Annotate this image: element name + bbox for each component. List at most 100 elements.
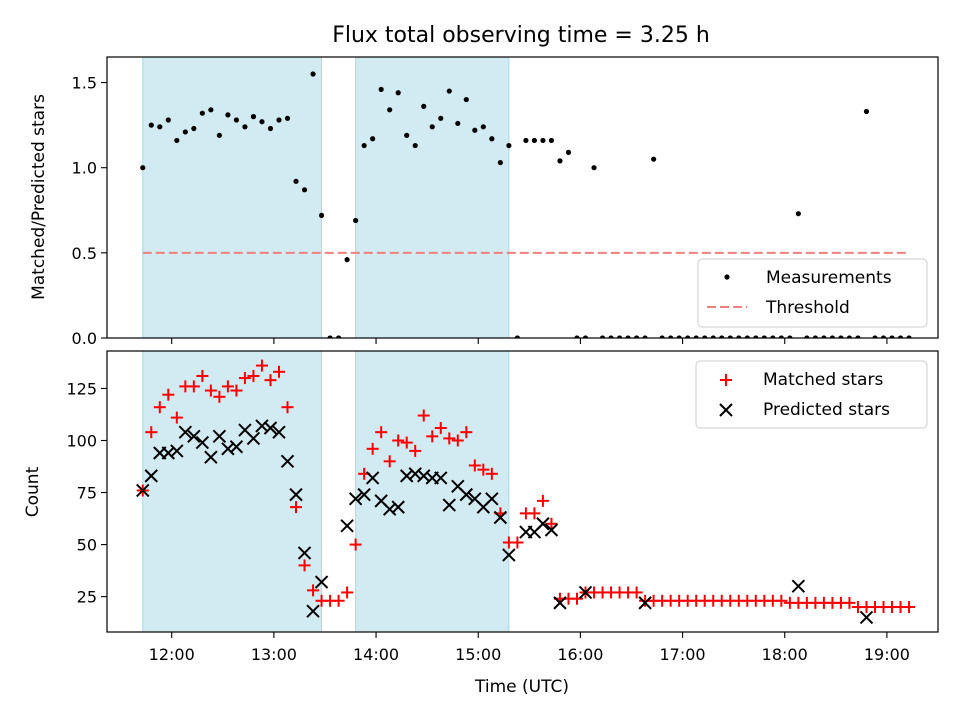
count-xtick-label: 19:00	[864, 645, 910, 664]
legend-measurements-marker	[724, 274, 730, 280]
measurement-point-2	[157, 124, 163, 130]
measurement-point-55	[608, 335, 614, 338]
legend-threshold-label: Threshold	[765, 298, 850, 318]
matched-point-35	[434, 422, 447, 435]
predicted-point-20	[306, 604, 320, 618]
measurement-point-75	[778, 335, 784, 338]
ratio-ytick-label: 0.5	[72, 244, 97, 263]
matched-point-31	[400, 436, 413, 449]
measurement-point-46	[531, 137, 538, 144]
predicted-point-27-b	[382, 502, 397, 516]
measurement-point-38	[463, 96, 469, 103]
measurement-point-21	[318, 212, 325, 218]
matched-point-19	[298, 559, 311, 572]
predicted-point-6-b	[187, 429, 201, 444]
matched-point-38	[460, 426, 473, 439]
predicted-point-50	[859, 610, 874, 625]
measurement-point-54	[599, 335, 606, 338]
shaded-intervals	[142, 350, 510, 633]
predicted-point-19	[297, 546, 312, 560]
measurement-point-56	[616, 335, 623, 338]
ratio-marks	[140, 71, 912, 338]
measurement-point-64	[685, 335, 691, 338]
predicted-point-25	[365, 471, 380, 485]
predicted-point-8	[204, 450, 218, 464]
predicted-point-35-b	[451, 479, 465, 494]
measurement-point-39	[472, 127, 478, 133]
predicted-point-21-b	[314, 575, 329, 589]
measurement-point-76	[787, 335, 793, 338]
predicted-point-17-b	[280, 454, 295, 469]
measurement-point-59	[642, 335, 648, 338]
measurement-point-10	[225, 112, 231, 118]
matched-point-33	[417, 409, 430, 422]
count-panel-frame	[106, 350, 939, 633]
matched-point-51	[570, 592, 583, 605]
predicted-point-45	[544, 523, 559, 537]
ratio-panel: 0.0 0.5 1.0 1.5 Matched/Predicted stars Mea…	[29, 56, 939, 348]
matched-point-39	[468, 459, 481, 472]
predicted-point-44-b	[536, 517, 550, 531]
measurement-point-16	[276, 117, 282, 123]
measurement-point-0	[140, 165, 146, 171]
predicted-point-31-b	[417, 469, 431, 483]
shaded-interval-0	[142, 350, 323, 633]
measurement-point-90	[906, 335, 912, 338]
predicted-point-41-b	[502, 548, 516, 562]
legend-predicted-marker	[719, 403, 733, 417]
predicted-point-34-b	[442, 498, 456, 512]
predicted-point-33-b	[434, 471, 448, 485]
measurement-point-60	[651, 156, 657, 162]
predicted-point-14-b	[255, 419, 269, 433]
matched-point-10	[221, 380, 234, 393]
matched-point-20	[307, 584, 320, 597]
predicted-point-36	[459, 487, 474, 502]
matched-point-83	[843, 596, 856, 609]
predicted-point-1-b	[144, 469, 158, 483]
predicted-point-20-b	[306, 604, 320, 618]
measurement-point-6	[191, 125, 197, 132]
measurement-point-19	[301, 187, 308, 193]
matched-point-2	[153, 401, 166, 414]
matched-point-58	[630, 586, 643, 599]
predicted-point-11-b	[229, 440, 244, 454]
shaded-interval-1	[355, 350, 510, 633]
predicted-point-18	[289, 487, 303, 502]
predicted-point-41	[502, 548, 516, 562]
predicted-point-3	[161, 446, 176, 460]
matched-point-3	[162, 388, 175, 401]
shaded-interval-0	[142, 56, 323, 339]
matched-point-47	[536, 494, 549, 507]
measurement-point-42	[497, 159, 503, 166]
predicted-point-23	[348, 492, 363, 506]
predicted-point-5-b	[178, 425, 193, 439]
count-ylabel: Count	[23, 466, 43, 517]
matched-point-13	[247, 369, 260, 382]
measurement-point-78	[804, 335, 810, 338]
predicted-point-34	[442, 498, 456, 512]
measurement-point-79	[812, 335, 818, 338]
measurement-point-52	[582, 335, 589, 338]
predicted-point-29-b	[399, 469, 414, 483]
count-axis-ticks: 25 50 75 100 125 12:00 13:00 14:00 15:00 16:00 17:…	[66, 379, 910, 664]
measurement-point-31	[404, 132, 410, 138]
matched-point-36	[443, 432, 456, 445]
predicted-point-47	[578, 585, 593, 600]
measurement-point-17	[284, 115, 291, 121]
predicted-point-8-b	[204, 450, 218, 464]
legend-box	[695, 360, 928, 429]
matched-point-46	[528, 507, 541, 520]
x-axis-label: Time (UTC)	[474, 677, 569, 697]
measurement-point-58	[633, 335, 640, 338]
predicted-point-50-b	[859, 610, 874, 625]
count-ytick-label: 75	[77, 484, 97, 503]
predicted-point-46-b	[553, 596, 567, 610]
matched-point-29	[383, 455, 396, 468]
matched-point-15	[264, 374, 277, 387]
count-panel: 25 50 75 100 125 12:00 13:00 14:00 15:00 16:00 17:…	[23, 350, 939, 697]
predicted-point-4	[170, 444, 184, 458]
matched-point-8	[204, 384, 217, 397]
predicted-point-5	[178, 425, 193, 439]
predicted-point-31	[417, 469, 431, 483]
matched-point-27	[366, 442, 379, 455]
